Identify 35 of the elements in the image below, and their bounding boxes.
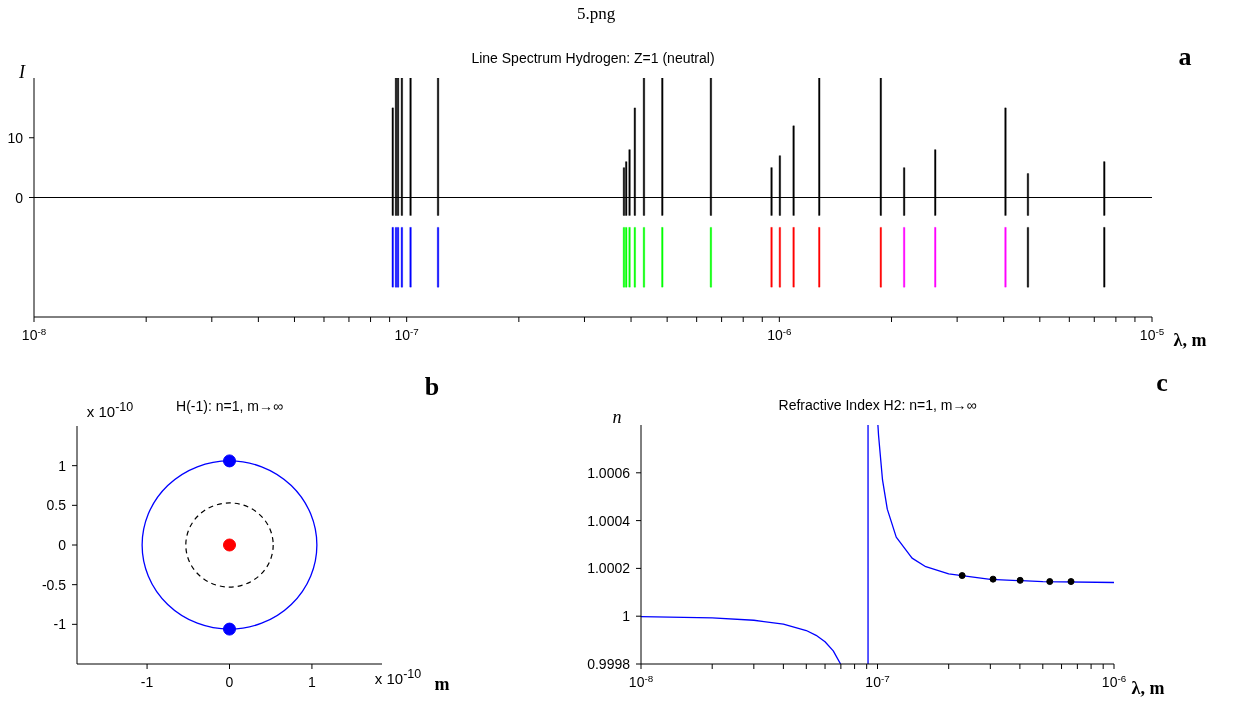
x-axis-title: m: [434, 673, 450, 695]
y-tick-label: 1: [58, 457, 67, 474]
text: x 10$^{-10}$: [374, 667, 422, 687]
y-tick-label: 0.9998: [587, 656, 631, 672]
x-axis-title: λ, m: [1131, 677, 1165, 699]
x-tick-label: 10$^{-7}$: [865, 672, 890, 690]
x-tick-label: -1: [140, 674, 154, 690]
y-axis-title: I: [19, 61, 25, 83]
x-tick-label: 10$^{-8}$: [628, 672, 654, 690]
text: 5.png: [576, 4, 616, 24]
y-axis-title: n: [612, 406, 622, 428]
y-tick-label: 1.0006: [587, 464, 631, 481]
x-tick-label: 10$^{-8}$: [21, 325, 47, 343]
y-tick-label: 1.0004: [587, 512, 631, 529]
text: a: [1178, 42, 1192, 72]
y-tick-label: 1.0002: [587, 560, 631, 577]
x-tick-label: 10$^{-6}$: [767, 325, 793, 343]
y-tick-label: 10: [7, 129, 24, 146]
y-tick-label: -1: [53, 616, 67, 633]
chart-title: Line Spectrum Hydrogen: Z=1 (neutral): [471, 50, 715, 66]
y-tick-label: 0.5: [46, 497, 67, 514]
x-tick-label: 1: [308, 674, 317, 690]
x-tick-label: 10$^{-5}$: [1139, 325, 1165, 343]
text: c: [1156, 368, 1168, 398]
text: x 10$^{-10}$: [86, 400, 134, 420]
x-axis-title: λ, m: [1173, 329, 1207, 351]
y-tick-label: 0: [58, 537, 67, 553]
y-tick-label: -0.5: [41, 576, 67, 593]
y-tick-label: 1: [622, 608, 631, 625]
chart-title: H(-1): n=1, m→∞: [176, 398, 283, 414]
x-tick-label: 10$^{-7}$: [394, 325, 419, 343]
text: b: [424, 372, 440, 402]
x-tick-label: 10$^{-6}$: [1101, 672, 1127, 690]
chart-title: Refractive Index H2: n=1, m→∞: [778, 397, 977, 413]
x-tick-label: 0: [225, 674, 234, 690]
